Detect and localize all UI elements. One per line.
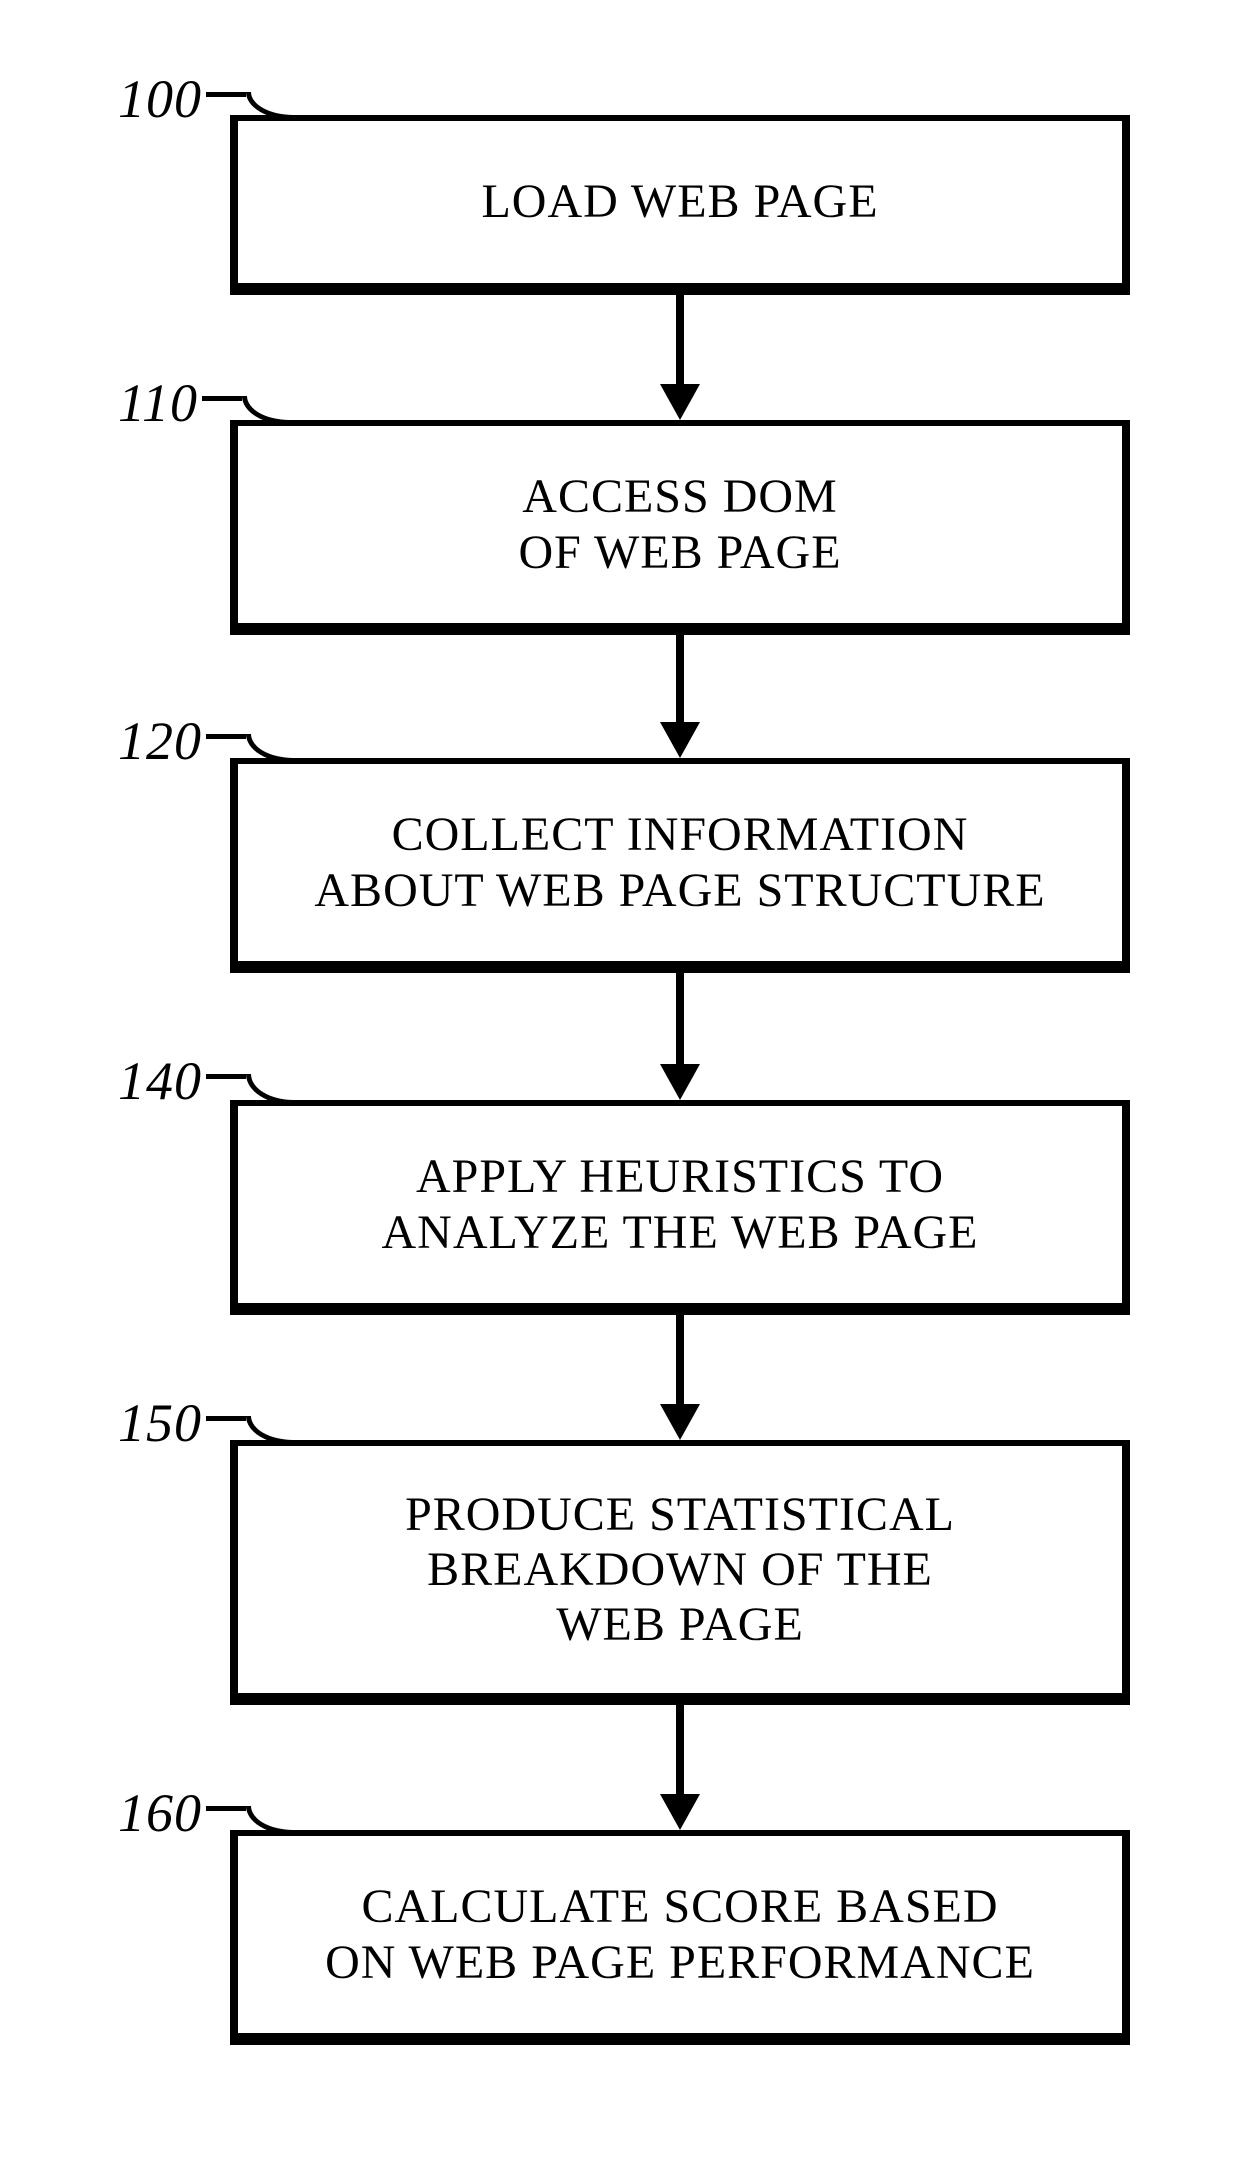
flow-arrow-head	[660, 722, 700, 758]
step-box-160: CALCULATE SCORE BASEDON WEB PAGE PERFORM…	[230, 1830, 1130, 2045]
step-text-150: PRODUCE STATISTICALBREAKDOWN OF THEWEB P…	[405, 1487, 955, 1653]
flow-arrow-shaft	[676, 635, 684, 726]
step-text-line: ANALYZE THE WEB PAGE	[382, 1206, 979, 1259]
reference-lead-tail	[206, 734, 246, 739]
flow-arrow-shaft	[676, 973, 684, 1068]
step-text-100: LOAD WEB PAGE	[481, 174, 878, 229]
step-label-120: 120	[118, 710, 202, 772]
step-label-100: 100	[118, 68, 202, 130]
step-text-line: PRODUCE STATISTICAL	[405, 1488, 955, 1541]
step-text-160: CALCULATE SCORE BASEDON WEB PAGE PERFORM…	[325, 1879, 1035, 1989]
reference-lead-tail	[202, 396, 242, 401]
step-box-140: APPLY HEURISTICS TOANALYZE THE WEB PAGE	[230, 1100, 1130, 1315]
step-text-140: APPLY HEURISTICS TOANALYZE THE WEB PAGE	[382, 1149, 979, 1259]
step-text-line: LOAD WEB PAGE	[481, 175, 878, 228]
reference-lead-tail	[206, 1806, 246, 1811]
step-label-140: 140	[118, 1050, 202, 1112]
flow-arrow-head	[660, 1794, 700, 1830]
step-text-line: ON WEB PAGE PERFORMANCE	[325, 1936, 1035, 1989]
flow-arrow-head	[660, 1064, 700, 1100]
flow-arrow-head	[660, 384, 700, 420]
flow-arrow-shaft	[676, 1315, 684, 1408]
step-text-line: ABOUT WEB PAGE STRUCTURE	[314, 864, 1045, 917]
step-text-line: OF WEB PAGE	[518, 526, 841, 579]
step-text-line: COLLECT INFORMATION	[392, 808, 969, 861]
step-text-line: WEB PAGE	[556, 1598, 804, 1651]
step-text-line: ACCESS DOM	[522, 470, 837, 523]
flowchart-canvas: 100 LOAD WEB PAGE 110 ACCESS DOMOF WEB PAGE…	[0, 0, 1245, 2170]
step-box-110: ACCESS DOMOF WEB PAGE	[230, 420, 1130, 635]
step-text-110: ACCESS DOMOF WEB PAGE	[518, 469, 841, 579]
step-box-100: LOAD WEB PAGE	[230, 115, 1130, 295]
step-text-line: APPLY HEURISTICS TO	[416, 1150, 944, 1203]
flow-arrow-shaft	[676, 1705, 684, 1798]
reference-lead-tail	[206, 1416, 246, 1421]
flow-arrow-shaft	[676, 295, 684, 388]
reference-lead-tail	[206, 1074, 246, 1079]
step-text-line: CALCULATE SCORE BASED	[361, 1880, 998, 1933]
step-box-120: COLLECT INFORMATIONABOUT WEB PAGE STRUCT…	[230, 758, 1130, 973]
step-text-line: BREAKDOWN OF THE	[427, 1543, 933, 1596]
flow-arrow-head	[660, 1404, 700, 1440]
step-label-160: 160	[118, 1782, 202, 1844]
step-label-150: 150	[118, 1392, 202, 1454]
step-box-150: PRODUCE STATISTICALBREAKDOWN OF THEWEB P…	[230, 1440, 1130, 1705]
step-text-120: COLLECT INFORMATIONABOUT WEB PAGE STRUCT…	[314, 807, 1045, 917]
step-label-110: 110	[118, 372, 198, 434]
reference-lead-tail	[206, 92, 246, 97]
